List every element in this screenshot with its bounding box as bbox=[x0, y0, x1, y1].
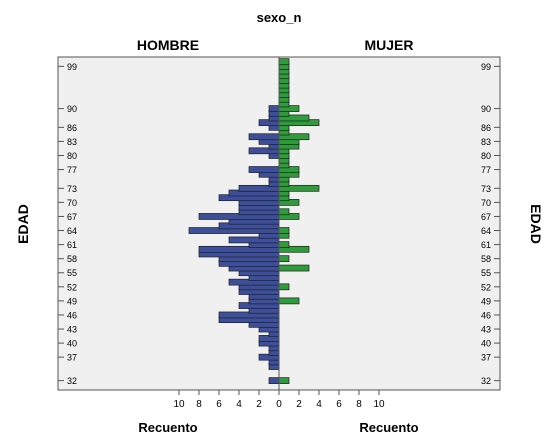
y-tick-label-left-99: 99 bbox=[67, 62, 77, 72]
y-tick-label-left-32: 32 bbox=[67, 376, 77, 386]
y-tick-label-left-61: 61 bbox=[67, 240, 77, 250]
y-tick-label-right-52: 52 bbox=[481, 282, 491, 292]
y-tick-label-right-67: 67 bbox=[481, 212, 491, 222]
y-tick-label-right-58: 58 bbox=[481, 254, 491, 264]
panel-label-mujer: MUJER bbox=[364, 37, 413, 53]
y-tick-label-right-83: 83 bbox=[481, 137, 491, 147]
x-tick-label-7: 4 bbox=[316, 399, 322, 410]
x-axis-label-left: Recuento bbox=[138, 420, 197, 435]
x-tick-label-1: 8 bbox=[196, 399, 202, 410]
y-tick-label-left-86: 86 bbox=[67, 123, 77, 133]
y-tick-label-left-55: 55 bbox=[67, 268, 77, 278]
x-ticks-group: 10 8 6 4 2 0 2 4 6 8 10 bbox=[173, 390, 385, 410]
y-tick-label-left-43: 43 bbox=[67, 325, 77, 335]
y-tick-label-left-58: 58 bbox=[67, 254, 77, 264]
y-tick-label-left-77: 77 bbox=[67, 165, 77, 175]
y-tick-label-left-83: 83 bbox=[67, 137, 77, 147]
y-tick-label-left-52: 52 bbox=[67, 282, 77, 292]
y-tick-label-right-86: 86 bbox=[481, 123, 491, 133]
y-tick-label-right-43: 43 bbox=[481, 325, 491, 335]
bar-mujer-58 bbox=[278, 255, 290, 263]
y-tick-label-left-90: 90 bbox=[67, 104, 77, 114]
y-tick-label-right-55: 55 bbox=[481, 268, 491, 278]
bar-hombre-77 bbox=[248, 166, 280, 173]
x-tick-label-9: 8 bbox=[356, 399, 362, 410]
bar-mujer-61 bbox=[278, 241, 290, 248]
x-tick-label-0: 10 bbox=[173, 399, 185, 410]
y-tick-label-right-61: 61 bbox=[481, 240, 491, 250]
y-tick-label-right-40: 40 bbox=[481, 339, 491, 349]
y-tick-label-left-37: 37 bbox=[67, 353, 77, 363]
y-tick-label-left-49: 49 bbox=[67, 296, 77, 306]
x-tick-label-10: 10 bbox=[373, 399, 385, 410]
y-tick-label-right-77: 77 bbox=[481, 165, 491, 175]
bar-mujer-49 bbox=[278, 297, 300, 305]
y-tick-label-right-37: 37 bbox=[481, 353, 491, 363]
y-tick-label-right-90: 90 bbox=[481, 104, 491, 114]
bar-mujer-100 bbox=[278, 58, 290, 66]
x-tick-label-8: 6 bbox=[336, 399, 342, 410]
y-tick-label-right-80: 80 bbox=[481, 151, 491, 161]
bar-mujer-32 bbox=[278, 377, 290, 384]
bar-hombre-84 bbox=[248, 133, 280, 141]
bar-mujer-52 bbox=[278, 283, 290, 291]
y-tick-label-left-73: 73 bbox=[67, 184, 77, 194]
y-ticks-group: 99 99 90 90 86 86 83 83 80 80 77 77 73 73 70 70 67 67 64 64… bbox=[58, 62, 500, 386]
y-tick-label-left-80: 80 bbox=[67, 151, 77, 161]
x-axis-label-right: Recuento bbox=[359, 420, 418, 435]
x-tick-label-6: 2 bbox=[296, 399, 302, 410]
y-tick-label-right-70: 70 bbox=[481, 198, 491, 208]
bar-mujer-68 bbox=[278, 208, 290, 216]
y-tick-label-right-99: 99 bbox=[481, 62, 491, 72]
y-tick-label-left-64: 64 bbox=[67, 226, 77, 236]
x-tick-label-5: 0 bbox=[276, 399, 282, 410]
bar-mujer-64 bbox=[278, 227, 290, 234]
y-tick-label-left-67: 67 bbox=[67, 212, 77, 222]
bar-hombre-32 bbox=[268, 377, 280, 384]
y-tick-label-right-64: 64 bbox=[481, 226, 491, 236]
y-tick-label-left-70: 70 bbox=[67, 198, 77, 208]
y-tick-label-right-73: 73 bbox=[481, 184, 491, 194]
bar-mujer-56 bbox=[278, 264, 310, 272]
y-axis-label-right: EDAD bbox=[528, 204, 544, 244]
bar-hombre-90 bbox=[268, 105, 280, 112]
y-tick-label-left-40: 40 bbox=[67, 339, 77, 349]
x-tick-label-3: 4 bbox=[236, 399, 242, 410]
chart-title: sexo_n bbox=[257, 10, 302, 25]
y-tick-label-right-32: 32 bbox=[481, 376, 491, 386]
panel-label-hombre: HOMBRE bbox=[137, 37, 199, 53]
x-tick-label-4: 2 bbox=[256, 399, 262, 410]
y-tick-label-right-46: 46 bbox=[481, 310, 491, 320]
y-axis-label-left: EDAD bbox=[15, 204, 31, 244]
y-tick-label-right-49: 49 bbox=[481, 296, 491, 306]
y-tick-label-left-46: 46 bbox=[67, 310, 77, 320]
x-tick-label-2: 6 bbox=[216, 399, 222, 410]
